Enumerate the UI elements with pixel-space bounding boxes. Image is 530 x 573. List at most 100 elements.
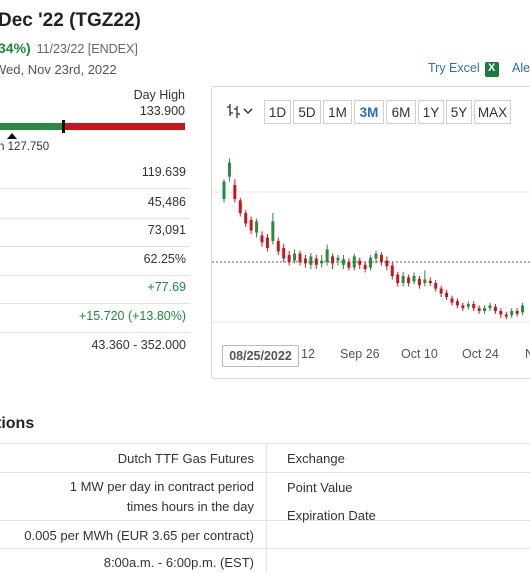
stat-row: 119.639 <box>0 158 190 189</box>
candlestick-chart-icon <box>227 104 253 118</box>
spec-label: Expiration Date <box>287 508 376 523</box>
candle-body <box>352 256 356 268</box>
candle-body <box>379 255 383 262</box>
stat-value: 43.360 - 352.000 <box>91 338 186 352</box>
chart-type-dropdown[interactable] <box>224 101 258 123</box>
candle-body <box>287 255 291 262</box>
spec-divider <box>0 548 530 549</box>
period-button-6m[interactable]: 6M <box>386 100 416 124</box>
spec-divider <box>0 472 530 473</box>
excel-icon[interactable] <box>485 62 499 77</box>
period-button-5d[interactable]: 5D <box>293 100 321 124</box>
spec-divider <box>0 520 530 521</box>
stat-row: +15.720 (+13.80%) <box>0 302 190 333</box>
stat-value: +77.69 <box>147 280 186 294</box>
x-axis-cursor-date: 08/25/2022 <box>222 345 299 367</box>
candle-body <box>510 311 514 316</box>
candle-body <box>298 253 302 262</box>
candle-body <box>249 220 253 231</box>
candle-body <box>265 237 269 248</box>
candle-body <box>320 260 324 264</box>
stat-value: 45,486 <box>147 195 186 209</box>
candle-body <box>472 304 476 309</box>
stat-value: 119.639 <box>141 165 186 179</box>
candle-body <box>227 162 231 177</box>
candle-body <box>238 200 242 213</box>
candle-body <box>396 274 400 283</box>
candle-body <box>390 265 394 276</box>
page-title: Dec '22 (TGZ22) <box>0 10 141 31</box>
day-range-marker <box>62 120 65 133</box>
period-button-max[interactable]: MAX <box>474 100 511 124</box>
spec-divider <box>0 443 530 444</box>
candle-body <box>369 257 373 268</box>
stat-row: +77.69 <box>0 273 190 304</box>
day-range-bar-high <box>64 123 185 130</box>
candle-body <box>407 277 411 283</box>
candle-body <box>493 306 497 311</box>
x-axis-tick: Oct 10 <box>401 347 438 361</box>
candle-body <box>341 259 345 265</box>
candle-body <box>504 314 508 317</box>
day-low-label: n 127.750 <box>0 141 50 153</box>
candle-body <box>314 258 318 265</box>
candle-body <box>401 276 405 283</box>
stat-value: 73,091 <box>147 223 186 237</box>
stat-row: 43.360 - 352.000 <box>0 331 190 361</box>
x-axis-tick: Sep 26 <box>340 347 380 361</box>
candle-body <box>445 292 449 297</box>
candle-body <box>233 185 237 199</box>
period-button-3m[interactable]: 3M <box>354 100 384 124</box>
stat-value: 62.25% <box>143 252 186 266</box>
spec-value: Dutch TTF Gas Futures <box>117 451 254 466</box>
candle-body <box>374 253 378 259</box>
candle-body <box>260 235 264 243</box>
day-range-pointer-icon <box>7 133 17 139</box>
candle-body <box>385 260 389 267</box>
spec-column-divider <box>266 443 267 573</box>
candle-body <box>293 253 297 261</box>
period-button-1d[interactable]: 1D <box>264 100 291 124</box>
x-axis-tick: 12 <box>301 347 315 361</box>
day-range-bar-low <box>0 123 64 130</box>
candle-body <box>466 304 470 307</box>
period-button-1y[interactable]: 1Y <box>418 100 444 124</box>
alerts-link[interactable]: Ale <box>512 61 530 75</box>
candle-body <box>455 301 459 306</box>
candle-body <box>282 248 286 259</box>
candle-body <box>331 256 335 264</box>
price-chart[interactable] <box>212 130 530 340</box>
candle-body <box>423 279 427 283</box>
day-high-value: 133.900 <box>139 104 185 118</box>
candle-body <box>461 305 465 309</box>
quote-subline: 34%) 11/23/22 [ENDEX] <box>0 40 138 56</box>
candle-body <box>276 241 280 252</box>
period-button-5y[interactable]: 5Y <box>446 100 472 124</box>
candle-body <box>488 305 492 309</box>
candle-body <box>347 262 351 268</box>
chart-grid <box>212 191 530 323</box>
candle-body <box>483 308 487 311</box>
candlestick-series <box>222 158 525 320</box>
spec-label: Exchange <box>287 451 345 466</box>
x-axis-tick: N <box>525 347 530 361</box>
candle-body <box>325 249 329 262</box>
x-axis-tick: Oct 24 <box>462 347 499 361</box>
quote-date: 11/23/22 [ENDEX] <box>36 42 138 56</box>
spec-value: 0.005 per MWh (EUR 3.65 per contract) <box>24 528 254 543</box>
candle-body <box>271 221 275 241</box>
period-button-1m[interactable]: 1M <box>323 100 352 124</box>
candle-body <box>450 298 454 303</box>
candle-body <box>363 264 367 269</box>
spec-label: Point Value <box>287 480 353 495</box>
candle-body <box>303 258 307 264</box>
candle-body <box>309 256 313 265</box>
candle-body <box>499 311 503 315</box>
change-percent: 34%) <box>0 40 31 56</box>
spec-value: 8:00a.m. - 6:00p.m. (EST) <box>103 555 254 570</box>
stat-row: 62.25% <box>0 245 190 276</box>
stat-value: +15.720 (+13.80%) <box>78 309 186 323</box>
try-excel-link[interactable]: Try Excel <box>428 61 480 75</box>
spec-value: 1 MW per day in contract period times ho… <box>69 479 254 514</box>
date-line: Wed, Nov 23rd, 2022 <box>0 62 117 77</box>
